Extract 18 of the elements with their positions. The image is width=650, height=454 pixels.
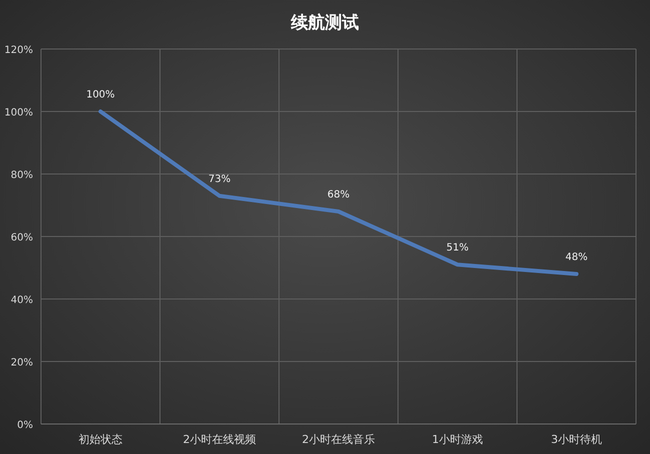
ytick: 120% <box>4 45 33 56</box>
ytick: 40% <box>10 295 33 306</box>
value-label: 100% <box>86 90 115 100</box>
ytick: 0% <box>17 420 33 431</box>
ytick: 80% <box>10 170 33 181</box>
value-label: 68% <box>327 190 350 200</box>
xtick: 2小时在线视频 <box>183 433 256 446</box>
title: 续航测试 <box>291 13 359 33</box>
ytick: 20% <box>10 358 33 368</box>
ytick: 100% <box>4 108 33 118</box>
ytick: 60% <box>10 232 33 244</box>
xtick: 3小时待机 <box>551 433 602 446</box>
value-label: 73% <box>208 174 231 185</box>
value-label: 51% <box>446 242 469 254</box>
xtick: 初始状态 <box>78 433 122 446</box>
xtick: 2小时在线音乐 <box>302 433 375 446</box>
xtick: 1小时游戏 <box>432 433 483 446</box>
value-label: 48% <box>565 252 588 263</box>
